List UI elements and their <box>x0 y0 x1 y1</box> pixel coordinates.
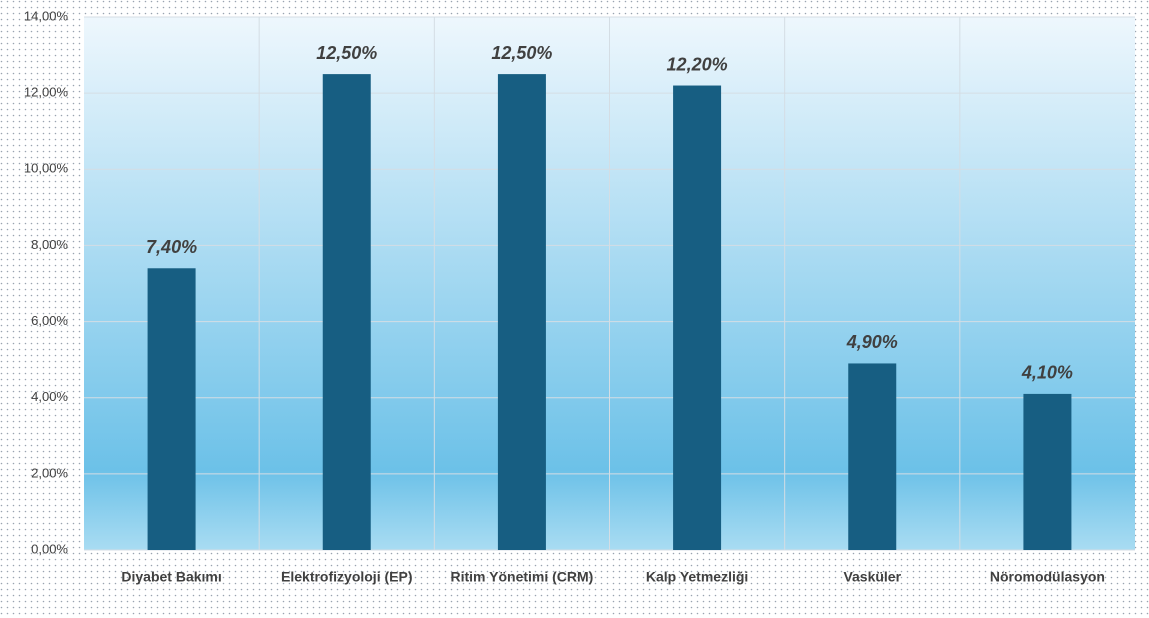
bar <box>1023 393 1072 550</box>
bar <box>322 74 371 550</box>
bar <box>848 363 897 550</box>
bar <box>673 85 722 551</box>
bar <box>147 268 196 550</box>
data-label: 12,20% <box>667 54 728 74</box>
y-tick-label: 4,00% <box>31 389 68 404</box>
x-tick-label: Ritim Yönetimi (CRM) <box>450 569 593 585</box>
y-tick-label: 6,00% <box>31 313 68 328</box>
x-tick-label: Diyabet Bakımı <box>121 569 221 585</box>
y-tick-label: 8,00% <box>31 237 68 252</box>
data-label: 12,50% <box>316 43 377 63</box>
y-tick-label: 12,00% <box>24 85 69 100</box>
bar <box>497 74 546 550</box>
data-label: 4,90% <box>846 332 898 352</box>
x-tick-label: Vasküler <box>843 569 901 585</box>
data-label: 4,10% <box>1021 363 1073 383</box>
x-tick-label: Nöromodülasyon <box>990 569 1105 585</box>
y-tick-label: 10,00% <box>24 161 69 176</box>
y-tick-label: 14,00% <box>24 8 69 23</box>
y-tick-label: 2,00% <box>31 465 68 480</box>
y-tick-label: 0,00% <box>31 541 68 556</box>
x-tick-label: Elektrofizyoloji (EP) <box>281 569 412 585</box>
data-label: 7,40% <box>146 237 197 257</box>
x-tick-label: Kalp Yetmezliği <box>646 569 748 585</box>
data-label: 12,50% <box>491 43 552 63</box>
